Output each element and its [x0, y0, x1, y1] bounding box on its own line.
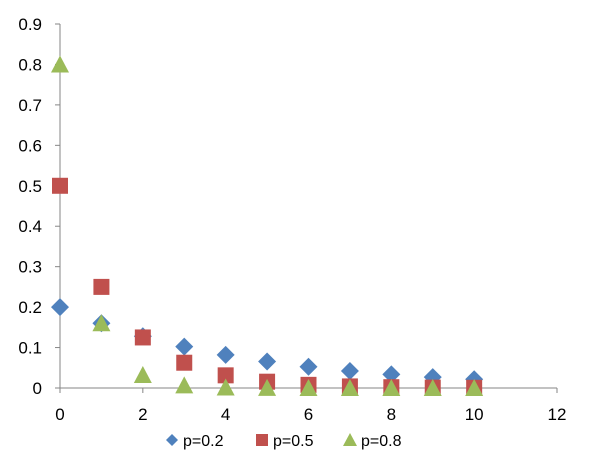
- x-tick-label: 2: [138, 405, 147, 424]
- data-markers: [51, 55, 484, 396]
- data-point: [299, 378, 318, 396]
- data-point: [299, 357, 318, 376]
- data-point: [92, 314, 111, 332]
- y-tick-label: 0.2: [18, 298, 42, 317]
- data-point: [175, 376, 194, 394]
- y-tick-label: 0.7: [18, 96, 42, 115]
- data-point: [51, 55, 69, 73]
- x-tick-label: 8: [387, 405, 396, 424]
- x-tick-labels: 0 2 4 6 8 10 12: [55, 405, 566, 424]
- legend-marker: [256, 434, 268, 446]
- x-tick-label: 6: [304, 405, 313, 424]
- data-point: [216, 378, 235, 396]
- series-triangle: [51, 55, 484, 396]
- data-point: [93, 278, 110, 295]
- x-tick-label: 10: [465, 405, 484, 424]
- legend-label: p=0.8: [361, 433, 402, 450]
- data-point: [175, 337, 194, 356]
- data-point: [51, 298, 69, 317]
- y-tick-label: 0.8: [18, 55, 42, 74]
- axes: [55, 23, 558, 393]
- y-tick-label: 0.9: [18, 15, 42, 34]
- legend-item: p=0.8: [343, 433, 402, 450]
- legend-label: p=0.2: [183, 433, 224, 450]
- data-point: [340, 379, 359, 396]
- data-point: [382, 379, 401, 396]
- legend-marker: [166, 434, 178, 446]
- legend-label: p=0.5: [273, 433, 314, 450]
- y-tick-label: 0.1: [18, 339, 42, 358]
- data-point: [423, 379, 442, 396]
- y-tick-label: 0.4: [18, 217, 42, 236]
- data-point: [258, 378, 277, 396]
- x-tick-label: 12: [548, 405, 567, 424]
- y-tick-label: 0: [33, 379, 42, 398]
- data-point: [216, 345, 235, 364]
- data-point: [133, 366, 152, 384]
- x-tick-label: 4: [221, 405, 230, 424]
- data-point: [217, 367, 234, 384]
- y-tick-labels: 0 0.1 0.2 0.3 0.4 0.5 0.6 0.7 0.8 0.9: [18, 15, 42, 398]
- data-point: [465, 379, 484, 396]
- y-tick-label: 0.5: [18, 177, 42, 196]
- x-tick-label: 0: [55, 405, 64, 424]
- legend-item: p=0.2: [166, 433, 224, 450]
- data-point: [382, 365, 401, 384]
- y-tick-label: 0.6: [18, 136, 42, 155]
- legend-item: p=0.5: [256, 433, 314, 450]
- legend: p=0.2 p=0.5 p=0.8: [166, 433, 402, 450]
- data-point: [134, 329, 151, 346]
- y-tick-label: 0.3: [18, 258, 42, 277]
- data-point: [340, 362, 359, 381]
- data-point: [52, 177, 68, 194]
- data-point: [258, 352, 277, 371]
- data-point: [176, 354, 193, 371]
- legend-marker: [343, 433, 357, 446]
